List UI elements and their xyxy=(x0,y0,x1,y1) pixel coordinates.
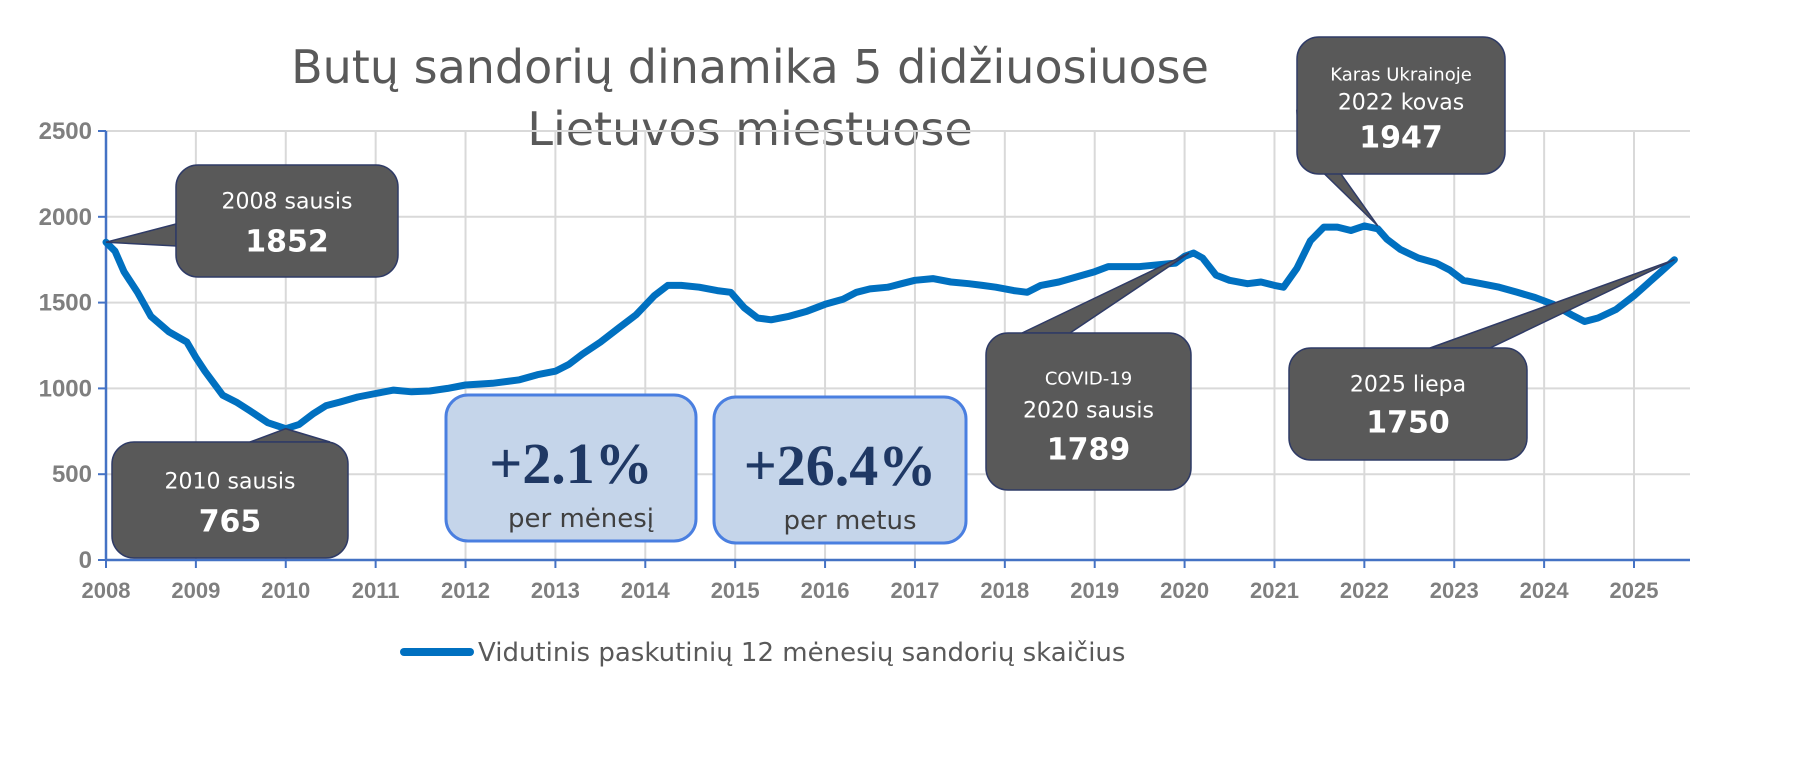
legend-label: Vidutinis paskutinių 12 mėnesių sandorių… xyxy=(478,638,1125,668)
x-tick-label: 2009 xyxy=(171,578,220,603)
badge-caption: per mėnesį xyxy=(508,504,654,534)
callout-box xyxy=(111,441,349,559)
x-tick-label: 2013 xyxy=(531,578,580,603)
callout-box xyxy=(1296,36,1506,175)
callout-label: 2022 kovas xyxy=(1338,91,1464,116)
y-tick-label: 2000 xyxy=(39,204,92,231)
callout-pointer xyxy=(105,223,177,247)
badge-percent: +26.4% xyxy=(744,433,937,498)
callout-box xyxy=(1288,347,1528,461)
callout-label: 2020 sausis xyxy=(1023,399,1154,424)
x-tick-label: 2025 xyxy=(1610,578,1659,603)
x-tick-label: 2019 xyxy=(1070,578,1119,603)
x-tick-label: 2021 xyxy=(1250,578,1299,603)
x-tick-label: 2016 xyxy=(801,578,850,603)
y-tick-label: 1500 xyxy=(39,290,92,317)
x-tick-label: 2011 xyxy=(352,578,400,603)
callout-join xyxy=(1297,112,1300,150)
callout-value: 1852 xyxy=(245,225,329,260)
x-tick-label: 2023 xyxy=(1430,578,1479,603)
series-line xyxy=(102,222,1678,433)
x-tick-label: 2015 xyxy=(711,578,760,603)
legend: Vidutinis paskutinių 12 mėnesių sandorių… xyxy=(400,638,1125,668)
x-tick-label: 2014 xyxy=(621,578,671,603)
callout-label: 2008 sausis xyxy=(222,190,353,215)
y-tick-label: 1000 xyxy=(39,375,92,402)
callout-box xyxy=(985,332,1192,491)
change-badge: +2.1% per mėnesį xyxy=(444,393,698,543)
callout-label: 2010 sausis xyxy=(165,470,296,495)
callout-value: 765 xyxy=(199,505,262,540)
series-layer xyxy=(102,222,1678,433)
badges: +2.1% per mėnesį +26.4% per metus xyxy=(444,393,968,545)
callout-value: 1947 xyxy=(1359,121,1443,156)
x-tick-label: 2012 xyxy=(441,578,490,603)
callout-a2025: 2025 liepa 1750 xyxy=(1288,258,1675,461)
change-badge: +26.4% per metus xyxy=(712,395,968,545)
callouts: 2008 sausis 1852 2010 sausis 765 COVID-19 202… xyxy=(105,36,1675,559)
x-tick-label: 2008 xyxy=(82,578,131,603)
x-tick-label: 2018 xyxy=(980,578,1029,603)
callout-label: Karas Ukrainoje xyxy=(1330,64,1472,85)
callout-value: 1789 xyxy=(1047,433,1131,468)
chart-title: Butų sandorių dinamika 5 didžiuosiuose L… xyxy=(291,40,1209,156)
callout-value: 1750 xyxy=(1366,406,1450,441)
badge-box xyxy=(444,393,698,543)
callout-a2008: 2008 sausis 1852 xyxy=(105,164,399,278)
badge-caption: per metus xyxy=(784,506,917,536)
badge-percent: +2.1% xyxy=(489,431,653,496)
callout-box xyxy=(175,164,399,278)
x-tick-label: 2017 xyxy=(890,578,939,603)
callout-a2010: 2010 sausis 765 xyxy=(111,427,349,559)
x-tick-labels: 2008 2009 2010 2011 2012 2013 2014 2015 2016 2017… xyxy=(82,578,1659,603)
y-tick-labels: 0 500 1000 1500 2000 2500 xyxy=(39,118,92,574)
callout-a2022: Karas Ukrainoje 2022 kovas 1947 xyxy=(1296,36,1506,227)
callout-pointer xyxy=(1429,258,1675,349)
x-tick-label: 2022 xyxy=(1340,578,1389,603)
x-tick-label: 2024 xyxy=(1520,578,1570,603)
callout-label: 2025 liepa xyxy=(1350,373,1466,398)
badge-box xyxy=(712,395,968,545)
callout-a2020: COVID-19 2020 sausis 1789 xyxy=(985,252,1192,491)
axes xyxy=(98,130,1690,568)
x-tick-label: 2010 xyxy=(261,578,310,603)
y-tick-label: 2500 xyxy=(39,118,92,145)
y-tick-label: 500 xyxy=(52,461,92,488)
x-tick-label: 2020 xyxy=(1160,578,1209,603)
callout-label: COVID-19 xyxy=(1045,368,1132,389)
callout-pointer xyxy=(249,427,331,443)
y-tick-label: 0 xyxy=(79,547,92,574)
